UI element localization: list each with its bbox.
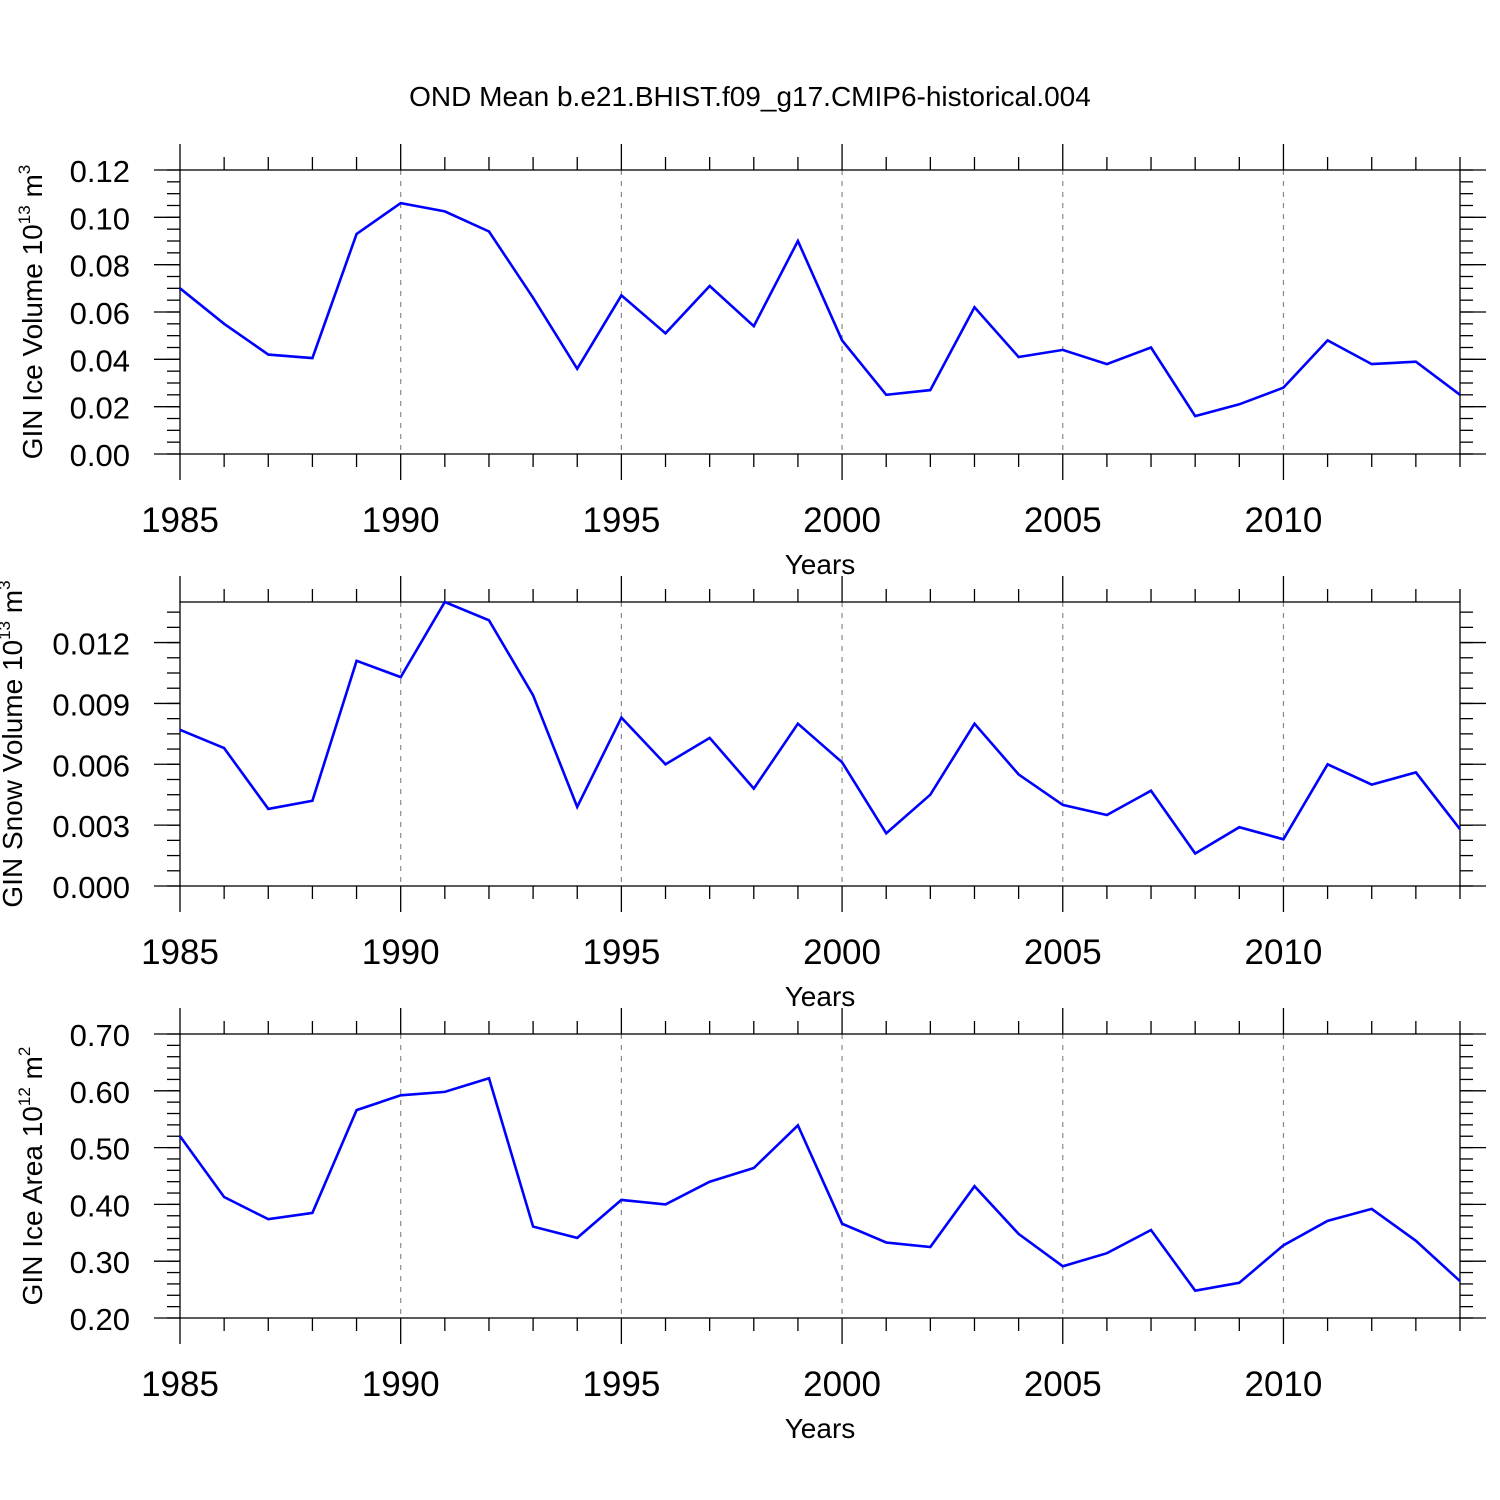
x-axis-label: Years (785, 1413, 856, 1444)
x-tick-label: 1985 (141, 501, 219, 540)
y-tick-label: 0.30 (70, 1245, 130, 1280)
x-tick-label: 2010 (1245, 933, 1323, 972)
y-tick-label: 0.04 (70, 343, 130, 378)
x-tick-label: 1995 (582, 501, 660, 540)
y-tick-label: 0.012 (52, 627, 130, 662)
x-tick-label: 1995 (582, 933, 660, 972)
plot-frame (179, 1033, 1461, 1319)
x-tick-label: 1985 (141, 1365, 219, 1404)
plot-frame (179, 169, 1461, 455)
x-tick-label: 2000 (803, 1365, 881, 1404)
x-tick-label: 2000 (803, 501, 881, 540)
plot-frame (179, 601, 1461, 887)
y-tick-label: 0.02 (70, 391, 130, 426)
x-axis-label: Years (785, 549, 856, 580)
y-tick-label: 0.10 (70, 201, 130, 236)
y-tick-label: 0.20 (70, 1302, 130, 1337)
series-line (179, 600, 1462, 856)
x-tick-label: 2010 (1245, 501, 1323, 540)
y-tick-label: 0.40 (70, 1188, 130, 1223)
y-axis-label: GIN Snow Volume 1013 m3 (0, 580, 28, 907)
y-tick-label: 0.06 (70, 296, 130, 331)
series-line (179, 201, 1461, 418)
y-tick-label: 0.70 (70, 1018, 130, 1053)
y-tick-label: 0.009 (52, 687, 130, 722)
panel-1: 1985 1990 1995 2000 2005 2010 Years 0.00 0.02 0.0… (15, 144, 1486, 580)
x-tick-label: 1985 (141, 933, 219, 972)
y-tick-label: 0.00 (70, 438, 130, 473)
figure-title: OND Mean b.e21.BHIST.f09_g17.CMIP6-histo… (409, 81, 1091, 112)
y-tick-label: 0.50 (70, 1132, 130, 1167)
y-tick-label: 0.12 (70, 154, 130, 189)
y-axis-label: GIN Ice Volume 1013 m3 (15, 165, 48, 460)
panel-2: 1985 1990 1995 2000 2005 2010 Years 0.000 0.003 0… (0, 576, 1486, 1012)
x-tick-label: 1990 (362, 933, 440, 972)
panels: 1985 1990 1995 2000 2005 2010 Years 0.00 0.02 0.0… (0, 144, 1486, 1444)
y-tick-label: 0.60 (70, 1075, 130, 1110)
y-axis-label: GIN Ice Area 1012 m2 (15, 1047, 48, 1306)
x-tick-label: 1990 (362, 1365, 440, 1404)
x-tick-label: 1995 (582, 1365, 660, 1404)
x-tick-label: 2005 (1024, 501, 1102, 540)
x-tick-label: 1990 (362, 501, 440, 540)
y-tick-label: 0.006 (52, 748, 130, 783)
x-tick-label: 2010 (1245, 1365, 1323, 1404)
x-tick-label: 2000 (803, 933, 881, 972)
panel-3: 1985 1990 1995 2000 2005 2010 Years 0.20 0.30 0.4… (15, 1008, 1486, 1444)
x-tick-label: 2005 (1024, 1365, 1102, 1404)
x-tick-label: 2005 (1024, 933, 1102, 972)
series-line (178, 1076, 1461, 1293)
y-tick-label: 0.08 (70, 249, 130, 284)
x-axis-label: Years (785, 981, 856, 1012)
y-tick-label: 0.000 (52, 870, 130, 905)
y-tick-label: 0.003 (52, 809, 130, 844)
